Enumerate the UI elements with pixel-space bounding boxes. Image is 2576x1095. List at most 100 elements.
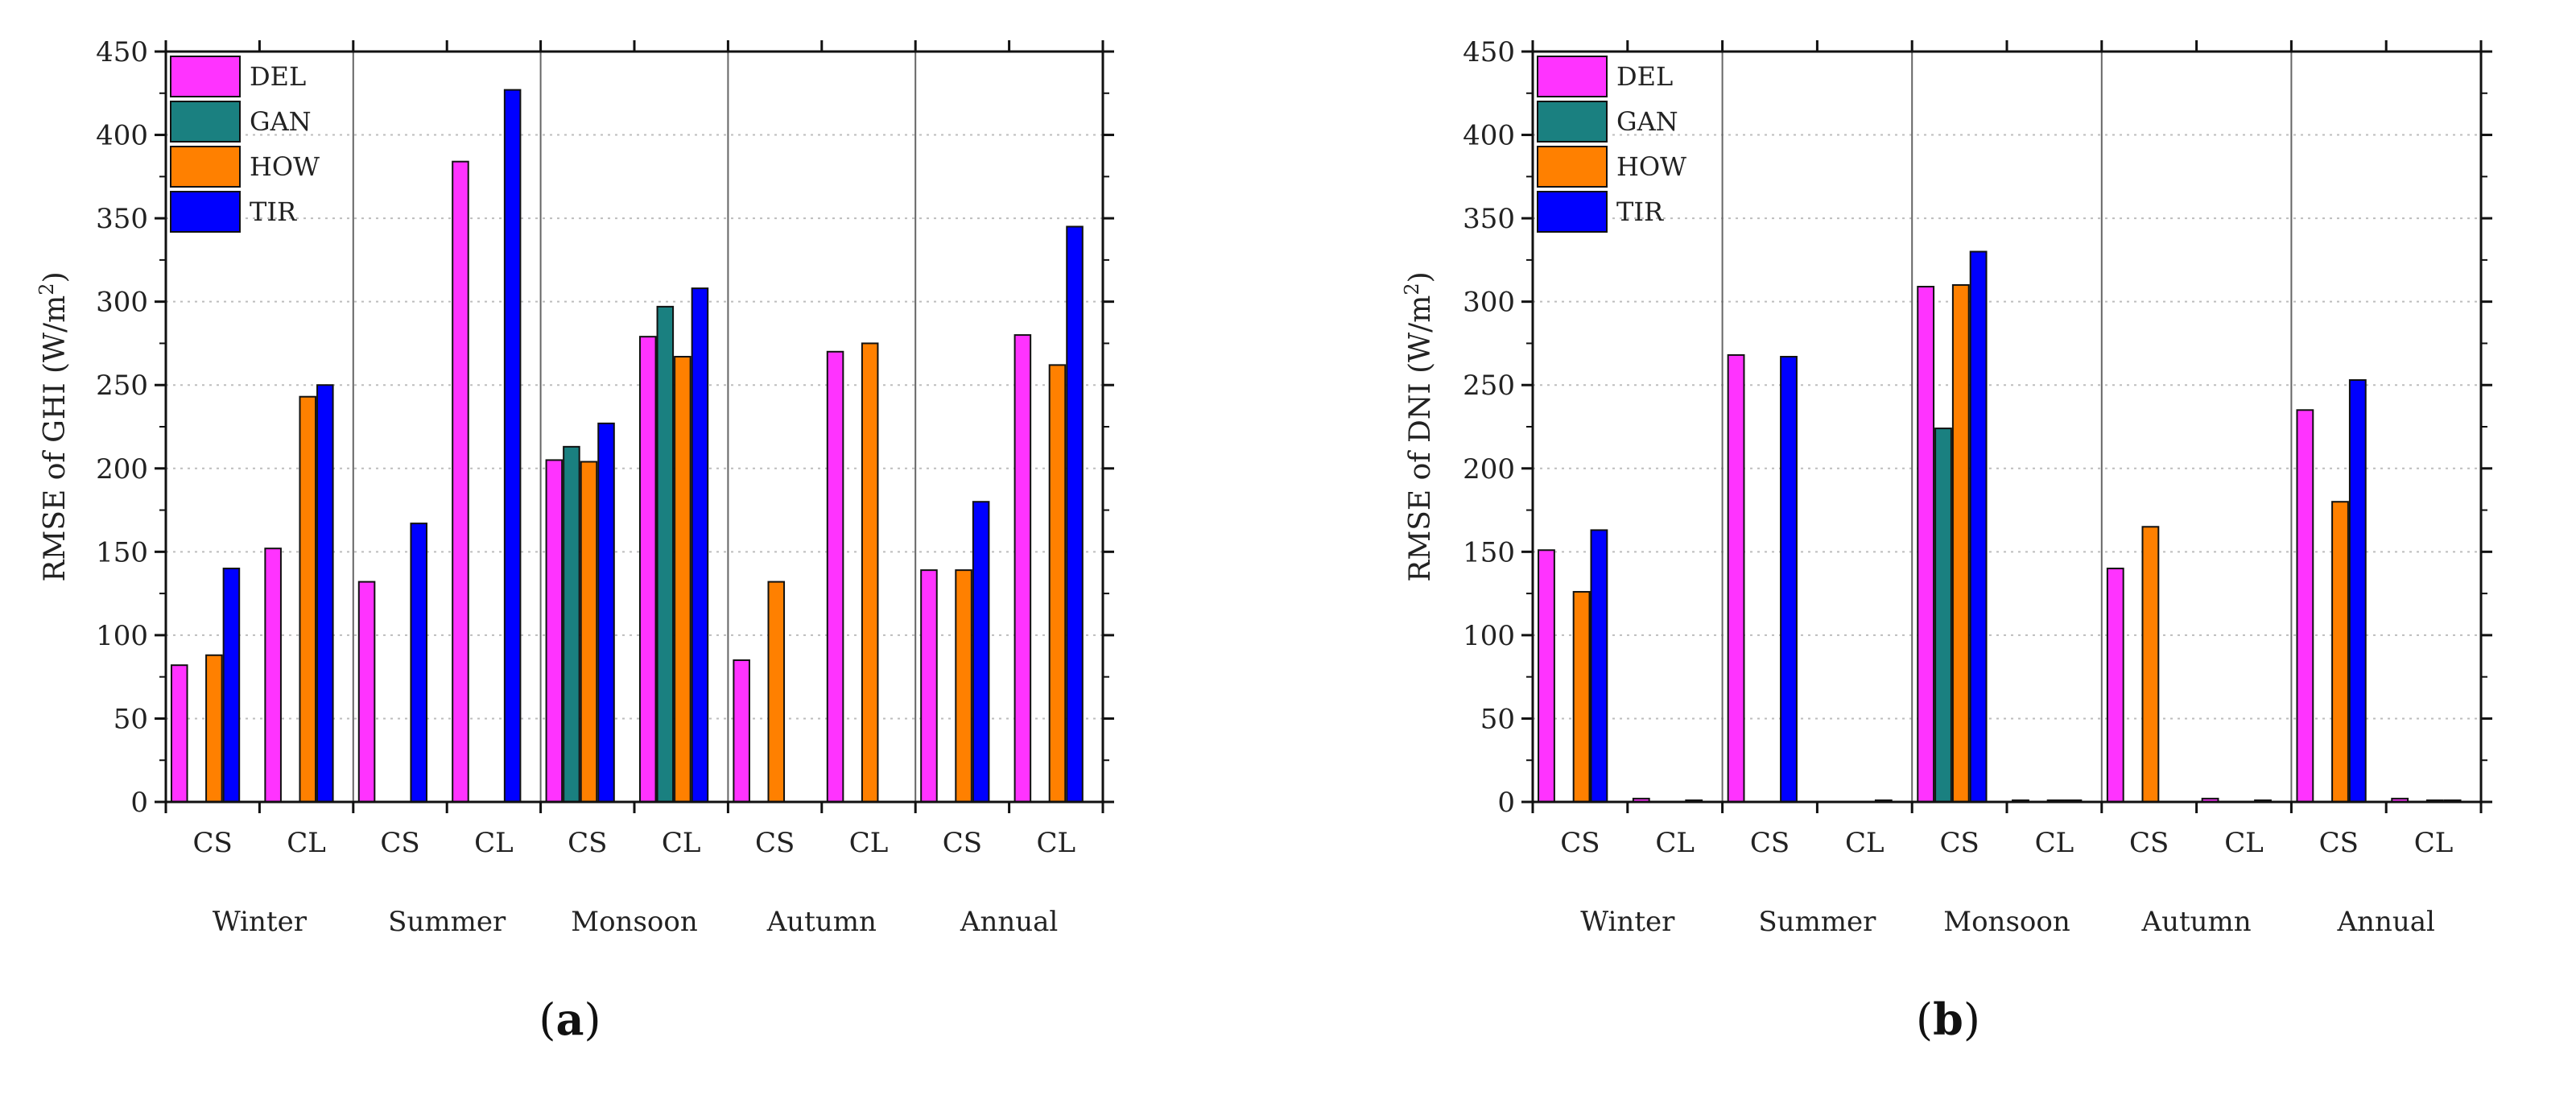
bar-del-summer-cs <box>1727 353 1745 804</box>
bar-del-autumn-cs <box>733 659 750 804</box>
x-tick-label: CL <box>2224 827 2264 859</box>
legend-swatch-tir <box>1537 191 1608 233</box>
bar-how-monsoon-cs <box>580 461 598 803</box>
bar-del-winter-cs <box>1538 549 1555 803</box>
panel-label: (b) <box>1916 994 1980 1045</box>
y-tick-label: 200 <box>96 453 148 486</box>
y-axis-label: RMSE of DNI (W/m2) <box>1401 271 1437 581</box>
bar-tir-summer-cs <box>1780 356 1798 804</box>
bar-gan-monsoon-cs <box>563 445 580 803</box>
bar-how-winter-cl <box>299 395 317 803</box>
y-tick-label: 50 <box>1480 703 1515 735</box>
bar-gan-monsoon-cl <box>656 305 675 803</box>
y-tick-label: 100 <box>96 620 148 652</box>
x-tick-label: CS <box>1939 827 1979 859</box>
bar-how-annual-cs <box>955 569 972 803</box>
y-tick-label: 350 <box>96 203 148 235</box>
legend-label-gan: GAN <box>1616 106 1678 137</box>
bar-del-summer-cl <box>452 160 469 803</box>
x-tick-label: CL <box>662 827 701 859</box>
bar-tir-summer-cl <box>503 89 522 803</box>
bar-del-autumn-cl <box>826 350 844 803</box>
y-tick-label: 0 <box>130 787 148 819</box>
group-label: Summer <box>388 906 506 938</box>
group-label: Annual <box>960 906 1058 938</box>
bar-tir-monsoon-cl <box>691 287 709 803</box>
x-tick-label: CS <box>2319 827 2359 859</box>
bar-how-annual-cs <box>2331 501 2349 803</box>
chart-panel-b: 0 50 100 150 200 250 300 350 400 450 CS CL CS CL CS CL C… <box>1401 36 2492 1045</box>
legend-swatch-del <box>1537 56 1608 97</box>
bar-tir-summer-cs <box>410 523 428 803</box>
bar-del-autumn-cs <box>2106 568 2124 803</box>
group-label: Winter <box>213 906 308 938</box>
y-tick-label: 250 <box>96 370 148 402</box>
y-tick-label: 400 <box>96 120 148 152</box>
bar-del-annual-cl <box>1013 334 1032 804</box>
legend-label-gan: GAN <box>250 106 312 137</box>
legend-label-del: DEL <box>250 61 306 92</box>
x-tick-label: CL <box>2035 827 2074 859</box>
bar-how-monsoon-cs <box>1951 283 1970 803</box>
y-tick-label: 450 <box>1463 36 1515 68</box>
legend-swatch-tir <box>170 191 241 233</box>
y-tick-label: 250 <box>1463 370 1515 402</box>
bar-gan-monsoon-cs <box>1934 428 1952 803</box>
y-tick-label: 450 <box>96 36 148 68</box>
x-tick-label: CS <box>193 827 233 859</box>
legend-swatch-gan <box>1537 101 1608 143</box>
y-tick-label: 350 <box>1463 203 1515 235</box>
x-tick-label: CL <box>474 827 514 859</box>
bar-tir-winter-cs <box>1590 529 1608 803</box>
legend-swatch-how <box>170 146 241 188</box>
legend-swatch-del <box>170 56 241 97</box>
x-tick-label: CS <box>568 827 607 859</box>
x-tick-label: CS <box>943 827 982 859</box>
bar-how-autumn-cs <box>767 581 786 803</box>
bar-del-summer-cs <box>357 581 376 803</box>
y-tick-label: 150 <box>96 536 148 568</box>
group-label: Summer <box>1758 906 1876 938</box>
x-tick-label: CS <box>755 827 795 859</box>
x-tick-label: CL <box>1655 827 1695 859</box>
bar-how-autumn-cl <box>861 342 879 803</box>
legend-label-tir: TIR <box>1616 196 1664 227</box>
x-tick-label: CL <box>287 827 326 859</box>
y-tick-label: 200 <box>1463 453 1515 486</box>
y-tick-label: 300 <box>96 287 148 319</box>
legend-swatch-how <box>1537 146 1608 188</box>
legend-label-del: DEL <box>1616 61 1673 92</box>
bar-tir-winter-cs <box>222 568 241 803</box>
bar-tir-winter-cl <box>316 384 334 803</box>
bar-how-monsoon-cl <box>674 356 691 804</box>
y-tick-label: 150 <box>1463 536 1515 568</box>
x-tick-label: CS <box>1560 827 1600 859</box>
x-tick-label: CS <box>1750 827 1790 859</box>
x-tick-label: CL <box>2414 827 2454 859</box>
legend: DEL GAN HOW TIR <box>170 56 320 233</box>
x-tick-label: CL <box>1845 827 1885 859</box>
group-label: Winter <box>1580 906 1675 938</box>
bar-tir-annual-cs <box>972 501 990 803</box>
bar-how-winter-cs <box>1572 591 1591 803</box>
group-label: Autumn <box>766 906 877 938</box>
y-tick-label: 100 <box>1463 620 1515 652</box>
group-label: Monsoon <box>571 906 697 938</box>
legend: DEL GAN HOW TIR <box>1537 56 1686 233</box>
bar-del-monsoon-cs <box>545 459 564 804</box>
bar-how-annual-cl <box>1048 364 1067 803</box>
legend-swatch-gan <box>170 101 241 143</box>
y-tick-label: 50 <box>114 703 148 735</box>
bar-how-autumn-cs <box>2141 526 2160 803</box>
bar-tir-annual-cl <box>1066 225 1084 803</box>
x-tick-label: CL <box>849 827 889 859</box>
bar-del-winter-cl <box>264 548 282 803</box>
bar-how-winter-cs <box>205 654 223 804</box>
x-tick-label: CL <box>1037 827 1076 859</box>
group-label: Autumn <box>2141 906 2252 938</box>
y-tick-label: 400 <box>1463 120 1515 152</box>
bar-del-annual-cs <box>2296 409 2314 803</box>
legend-label-how: HOW <box>250 151 320 182</box>
group-label: Monsoon <box>1943 906 2070 938</box>
y-tick-label: 0 <box>1497 787 1515 819</box>
